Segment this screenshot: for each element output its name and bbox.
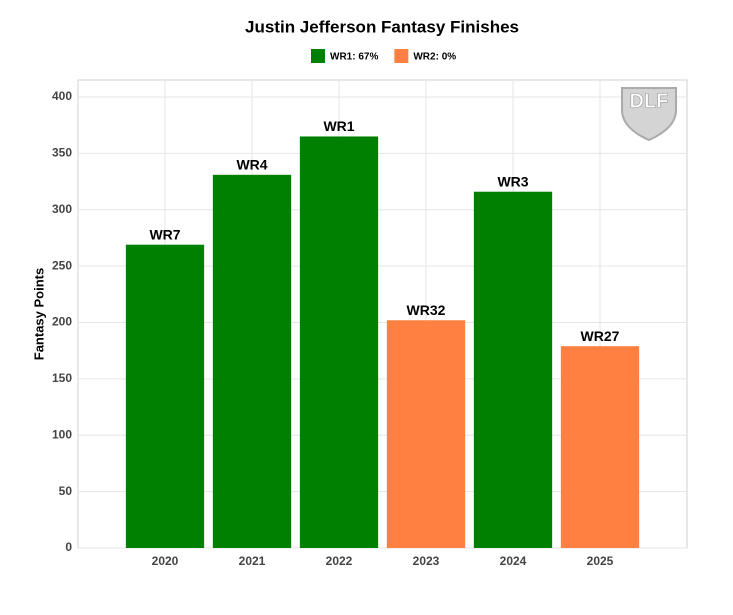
y-tick-label: 100 [52, 427, 72, 441]
y-tick-label: 300 [52, 202, 72, 216]
bar-label: WR4 [236, 157, 267, 173]
y-tick-label: 150 [52, 371, 72, 385]
y-axis-label: Fantasy Points [31, 268, 46, 360]
y-tick-label: 0 [65, 540, 72, 554]
bar [560, 346, 640, 548]
legend-swatch [394, 49, 409, 63]
bar-label: WR3 [497, 173, 528, 189]
legend-label: WR2: 0% [413, 52, 456, 63]
logo-shield [621, 87, 677, 142]
bar-label: WR7 [149, 226, 180, 242]
chart-title: Justin Jefferson Fantasy Finishes [245, 17, 519, 36]
x-tick-label: 2020 [152, 554, 179, 568]
y-tick-label: 50 [59, 484, 73, 498]
y-tick-label: 250 [52, 258, 72, 272]
legend-swatch [311, 49, 325, 63]
bar-label: WR1 [323, 118, 354, 134]
bar-label: WR32 [407, 302, 446, 318]
bar [299, 136, 379, 548]
y-tick-label: 400 [52, 89, 72, 103]
bar [212, 174, 292, 549]
x-tick-label: 2022 [326, 554, 353, 568]
bar [125, 244, 205, 548]
watermark: DLF [621, 87, 677, 142]
bar [473, 191, 553, 548]
bar-label: WR27 [581, 328, 620, 344]
x-tick-label: 2021 [239, 554, 266, 568]
logo-text: DLF [630, 90, 669, 112]
x-tick-label: 2024 [500, 554, 527, 568]
y-tick-label: 350 [52, 146, 72, 160]
legend-label: WR1: 67% [330, 52, 378, 63]
bar [386, 320, 466, 548]
x-tick-label: 2025 [587, 554, 614, 568]
y-tick-label: 200 [52, 315, 72, 329]
x-tick-label: 2023 [413, 554, 440, 568]
